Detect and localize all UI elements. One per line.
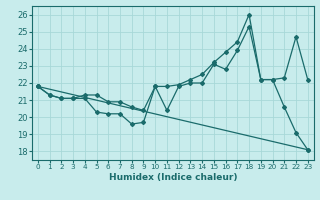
- X-axis label: Humidex (Indice chaleur): Humidex (Indice chaleur): [108, 173, 237, 182]
